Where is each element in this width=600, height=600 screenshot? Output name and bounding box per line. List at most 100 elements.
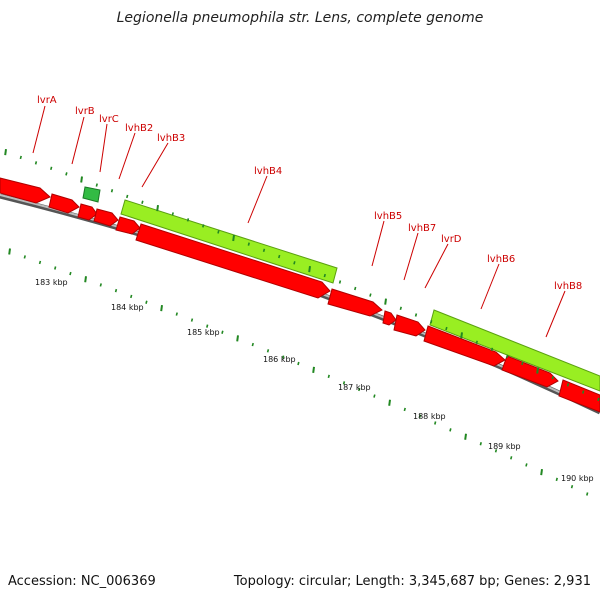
minor-tick [278,254,281,259]
minor-tick [327,374,330,379]
gene-label-lvhB7[interactable]: lvhB7 [408,223,436,234]
minor-tick [430,320,433,324]
minor-tick [141,200,144,204]
minor-tick [186,218,190,222]
cds-arrow[interactable] [48,193,80,214]
kbp-label: 188 kbp [413,412,446,421]
major-tick [464,433,467,440]
callout-line [141,142,169,188]
minor-tick [597,397,600,402]
minor-tick [475,340,478,345]
minor-tick [403,407,406,412]
minor-tick [354,286,357,291]
gene-block-lvhB6-lvhB8[interactable] [429,309,600,392]
small-gene-block[interactable] [82,186,101,203]
minor-tick [479,442,482,446]
minor-tick [414,313,418,317]
major-tick [156,204,159,212]
minor-tick [338,280,342,284]
minor-tick [566,383,570,387]
gene-labels: lvrA lvrB lvrC lvhB2 lvhB3 lvhB4 lvhB5 l… [37,95,582,292]
gene-label-lvhB2[interactable]: lvhB2 [125,123,153,134]
minor-tick [171,212,174,216]
kbp-label: 186 kbp [263,355,296,364]
minor-tick [369,293,372,297]
minor-tick [262,248,266,253]
callout-line [99,123,108,173]
minor-tick [69,271,72,276]
callout-line [71,116,85,165]
minor-tick [293,261,296,265]
minor-tick [586,492,589,496]
backbone-shadow [0,193,600,415]
gene-block-lvhB4[interactable] [120,199,338,284]
cds-arrow[interactable] [558,379,600,413]
major-tick [8,248,11,255]
gene-label-lvrD[interactable]: lvrD [441,234,462,245]
cds-arrow[interactable] [135,223,331,299]
kbp-label: 184 kbp [111,303,144,312]
minor-tick [130,294,133,299]
gene-label-lvhB6[interactable]: lvhB6 [487,254,515,265]
genome-summary-text: Topology: circular; Length: 3,345,687 bp… [233,574,591,589]
minor-tick [358,387,361,392]
minor-tick [551,375,554,380]
cds-arrow[interactable] [423,325,506,367]
gene-callout-lines [32,105,566,338]
minor-tick [145,300,148,304]
cds-arrow[interactable] [501,355,559,388]
minor-tick [247,242,250,246]
callout-line [32,105,46,154]
minor-tick [445,326,448,331]
backbone [0,193,600,415]
minor-tick [342,381,346,385]
cds-arrow[interactable] [382,310,397,326]
major-tick [80,176,83,183]
callout-line [480,263,500,310]
minor-tick [50,166,53,171]
cds-arrow[interactable] [327,288,383,317]
gene-label-lvrA[interactable]: lvrA [37,95,57,106]
minor-tick [323,273,326,278]
gene-label-lvhB8[interactable]: lvhB8 [554,281,582,292]
major-tick [384,298,387,305]
major-tick [308,266,311,273]
cds-arrow[interactable] [77,203,98,221]
gene-label-lvhB5[interactable]: lvhB5 [374,211,402,222]
minor-tick [434,421,437,425]
kbp-label: 185 kbp [187,328,220,337]
minor-tick [418,414,422,418]
cds-arrow[interactable] [93,208,119,227]
minor-tick [582,390,585,394]
gene-label-lvrC[interactable]: lvrC [99,114,119,125]
minor-tick [399,306,402,311]
minor-tick [282,355,285,359]
callout-line [371,220,385,267]
gene-label-lvrB[interactable]: lvrB [75,106,95,117]
minor-tick [19,155,22,160]
major-tick [540,469,543,476]
minor-tick [490,347,494,351]
callout-line [545,290,566,338]
cds-arrow[interactable] [393,314,426,337]
cds-arrow[interactable] [0,177,51,204]
gene-label-lvhB3[interactable]: lvhB3 [157,133,185,144]
minor-tick [373,394,376,398]
major-tick [4,148,7,156]
gene-label-lvhB4[interactable]: lvhB4 [254,166,282,177]
minor-tick [95,183,98,187]
minor-tick [99,283,102,287]
major-tick [232,234,235,242]
kbp-label: 183 kbp [35,278,68,287]
map-title: Legionella pneumophila str. Lens, comple… [116,10,484,26]
cds-arrow[interactable] [115,216,141,235]
major-tick [160,305,163,312]
major-tick [84,276,87,283]
minor-tick [221,330,224,334]
major-tick [460,332,463,339]
gene-blocks-track [82,186,600,392]
major-tick [236,335,239,342]
lower-tick-track [8,248,589,496]
minor-tick [217,230,220,234]
callout-line [247,175,268,224]
